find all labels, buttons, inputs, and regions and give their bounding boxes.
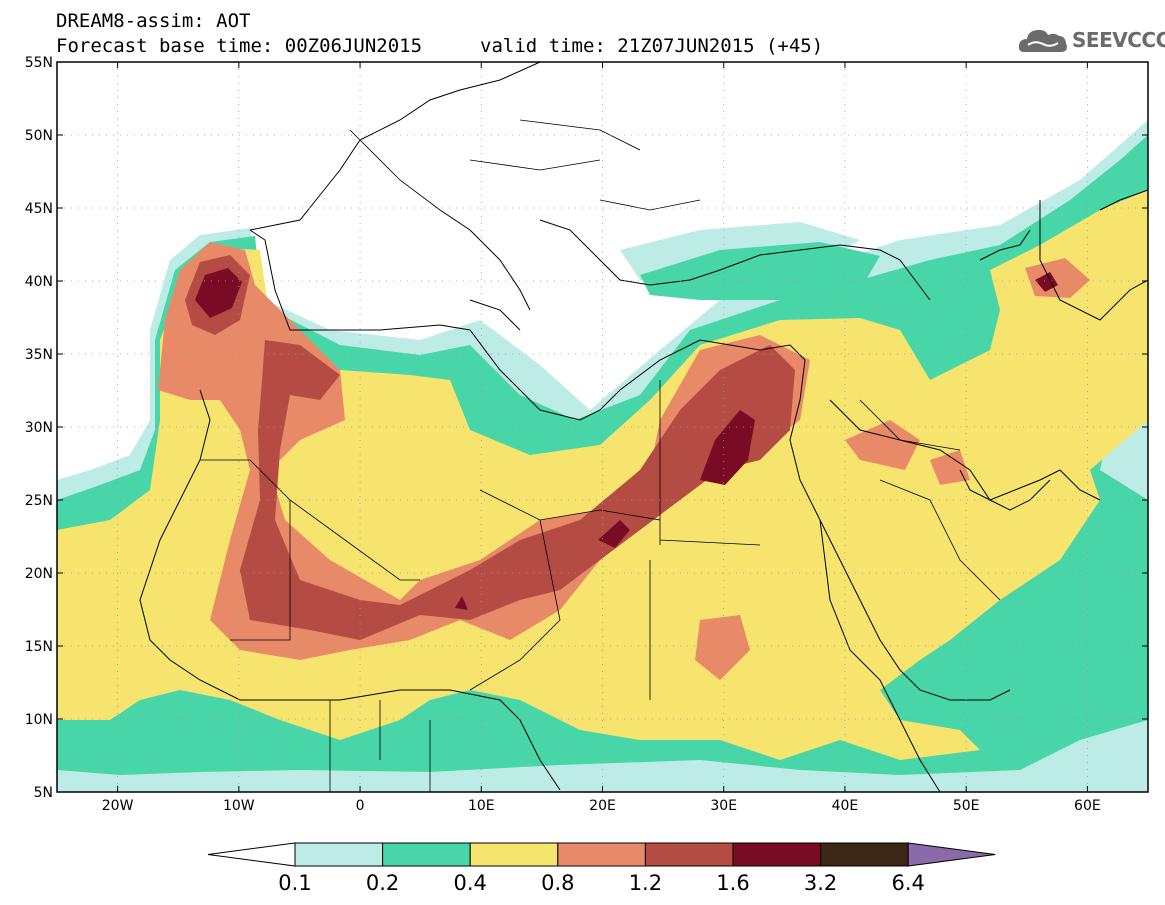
lat-label: 55N (25, 55, 53, 71)
lon-label: 60E (1074, 798, 1101, 814)
lat-label: 30N (25, 420, 53, 436)
lat-label: 40N (25, 274, 53, 290)
colorbar-box (382, 842, 471, 867)
colorbar-level-label: 0.4 (453, 871, 486, 895)
colorbar-level-label: 0.8 (541, 871, 574, 895)
colorbar-box (557, 842, 646, 867)
forecast-base-time: Forecast base time: 00Z06JUN2015 (56, 35, 423, 57)
colorbar-level-label: 0.2 (366, 871, 399, 895)
axis-ticks (57, 61, 1148, 793)
colorbar-box (294, 842, 384, 867)
colorbar-under-arrow (207, 842, 296, 867)
colorbar-level-label: 6.4 (891, 871, 924, 895)
lon-label: 30E (710, 798, 737, 814)
lon-label: 0 (356, 798, 365, 814)
colorbar-box (469, 842, 559, 867)
lon-label: 10E (468, 798, 495, 814)
latitude-labels: 5N 10N 15N 20N 25N 30N 35N 40N 45N 50N 55N (25, 55, 53, 801)
lon-label: 20W (102, 798, 134, 814)
colorbar-box (732, 842, 822, 867)
colorbar-box (644, 842, 734, 867)
colorbar-level-label: 1.2 (629, 871, 662, 895)
seevccc-logo: SEEVCCC (1018, 24, 1165, 58)
lat-label: 20N (25, 566, 53, 582)
lat-label: 45N (25, 201, 53, 217)
lat-label: 50N (25, 128, 53, 144)
coastlines (139, 62, 1148, 792)
logo-text: SEEVCCC (1072, 28, 1165, 52)
lat-label: 35N (25, 347, 53, 363)
colorbar-level-label: 3.2 (804, 871, 837, 895)
cloud-icon (1018, 29, 1067, 52)
lon-label: 10W (223, 798, 255, 814)
lon-label: 50E (953, 798, 980, 814)
colorbar-level-label: 0.1 (278, 871, 311, 895)
colorbar-box (820, 842, 909, 867)
lon-label: 20E (589, 798, 616, 814)
lon-label: 40E (832, 798, 859, 814)
lat-label: 15N (25, 639, 53, 655)
lat-label: 5N (34, 785, 53, 801)
longitude-labels: 20W 10W 0 10E 20E 30E 40E 50E 60E (102, 798, 1101, 814)
lat-label: 25N (25, 493, 53, 509)
valid-time: valid time: 21Z07JUN2015 (+45) (480, 35, 824, 57)
map-title: DREAM8-assim: AOT (56, 10, 251, 32)
colorbar-level-label: 1.6 (716, 871, 749, 895)
borders (200, 119, 1001, 792)
colorbar-over-arrow (907, 842, 996, 867)
lat-label: 10N (25, 712, 53, 728)
graticule (57, 62, 1148, 792)
